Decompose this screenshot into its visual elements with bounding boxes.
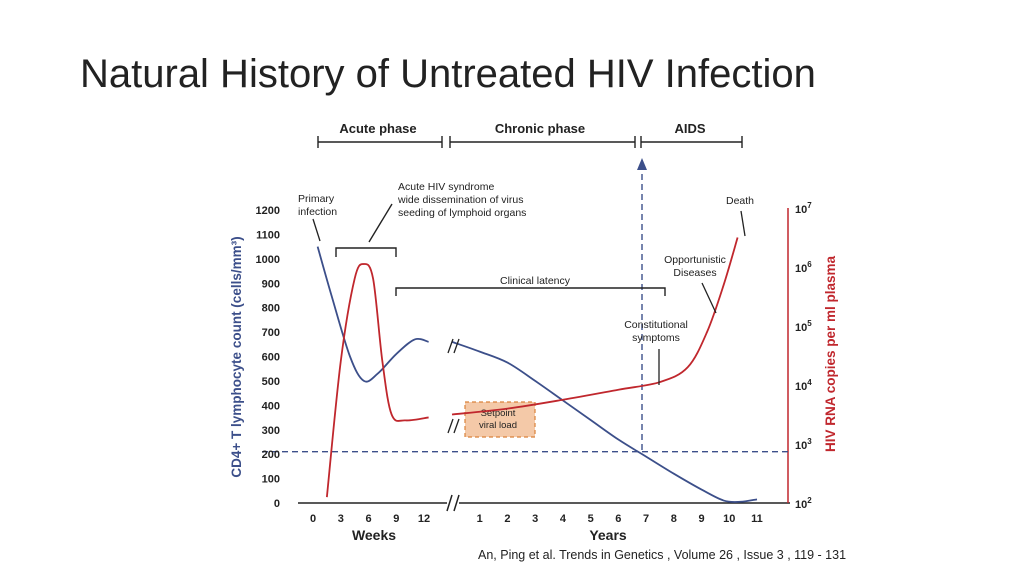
- y-tick-right-label: 106: [795, 260, 812, 275]
- phase-label-aids: AIDS: [674, 121, 705, 136]
- primary-infection-label-2: infection: [298, 206, 337, 218]
- acute-syndrome-bracket: [335, 247, 397, 257]
- setpoint-label-1: Setpoint: [481, 408, 516, 419]
- x-tick-years-label: 11: [751, 513, 763, 525]
- acute-syndrome-label-1: Acute HIV syndrome: [398, 181, 494, 193]
- y-label-right: HIV RNA copies per ml plasma: [823, 255, 838, 452]
- acute-syndrome-label-2: wide dissemination of virus: [397, 194, 523, 206]
- y-tick-left-label: 100: [262, 474, 280, 486]
- x-tick-weeks-label: 12: [418, 513, 430, 525]
- rna-curve-break: [447, 418, 460, 434]
- y-tick-left-label: 500: [262, 376, 280, 388]
- opportunistic-pointer: [701, 282, 717, 314]
- hiv-rna-line: [325, 237, 739, 498]
- x-tick-years-label: 3: [532, 513, 538, 525]
- y-tick-left-label: 0: [274, 498, 280, 510]
- x-axis-break: [446, 494, 460, 512]
- x-tick-years-label: 7: [643, 513, 649, 525]
- death-label: Death: [726, 195, 754, 207]
- y-tick-left-label: 1100: [256, 229, 280, 241]
- acute-syndrome-pointer: [368, 203, 393, 243]
- y-tick-right-label: 103: [795, 437, 812, 452]
- constitutional-label-1: Constitutional: [624, 319, 688, 331]
- x-tick-years-label: 10: [723, 513, 735, 525]
- y-tick-left-label: 300: [262, 425, 280, 437]
- y-tick-left-label: 1000: [256, 254, 280, 266]
- y-tick-left-label: 900: [262, 278, 280, 290]
- y-tick-right-label: 105: [795, 319, 812, 334]
- x-ticks: 0 3 6 9 12 1 2 3 4 5 6 7 8 9 10 11: [310, 513, 763, 525]
- y-tick-left-label: 400: [262, 400, 280, 412]
- y-ticks-right: 102 103 104 105 106 107: [795, 201, 812, 511]
- setpoint-label-2: viral load: [479, 420, 517, 431]
- opportunistic-label-1: Opportunistic: [664, 254, 726, 266]
- y-tick-left-label: 600: [262, 352, 280, 364]
- phase-label-acute: Acute phase: [339, 121, 416, 136]
- x-tick-weeks-label: 9: [393, 513, 399, 525]
- phase-label-chronic: Chronic phase: [495, 121, 585, 136]
- y-tick-left-label: 800: [262, 303, 280, 315]
- x-label-years: Years: [589, 527, 627, 543]
- primary-infection-pointer: [312, 218, 321, 242]
- x-tick-years-label: 4: [560, 513, 567, 525]
- slide-title: Natural History of Untreated HIV Infecti…: [80, 52, 816, 96]
- x-label-weeks: Weeks: [352, 527, 396, 543]
- y-tick-right-label: 102: [795, 496, 812, 511]
- y-tick-left-label: 200: [262, 449, 280, 461]
- citation: An, Ping et al. Trends in Genetics , Vol…: [478, 548, 847, 562]
- y-tick-right-label: 107: [795, 201, 812, 216]
- y-tick-right-label: 104: [795, 378, 812, 393]
- y-ticks-left: 0 100 200 300 400 500 600 700 800 900 1000 1100 1200: [256, 205, 280, 510]
- x-tick-years-label: 6: [615, 513, 621, 525]
- phase-bars: [317, 136, 743, 148]
- constitutional-label-2: symptoms: [632, 332, 680, 344]
- x-tick-years-label: 5: [588, 513, 594, 525]
- x-tick-weeks-label: 0: [310, 513, 316, 525]
- clinical-latency-label: Clinical latency: [500, 275, 571, 287]
- cd4-count-line: [316, 246, 758, 503]
- acute-syndrome-label-3: seeding of lymphoid organs: [398, 207, 526, 219]
- y-tick-left-label: 700: [262, 327, 280, 339]
- x-tick-years-label: 9: [698, 513, 704, 525]
- y-tick-left-label: 1200: [256, 205, 280, 217]
- x-tick-weeks-label: 6: [365, 513, 371, 525]
- x-tick-weeks-label: 3: [338, 513, 344, 525]
- opportunistic-label-2: Diseases: [673, 267, 716, 279]
- setpoint-box: [464, 401, 536, 438]
- clinical-latency-bracket: [395, 287, 666, 296]
- cd4-curve-break: [447, 338, 460, 354]
- aids-arrow-head: [637, 158, 647, 170]
- x-tick-years-label: 1: [477, 513, 483, 525]
- x-tick-years-label: 8: [671, 513, 677, 525]
- y-label-left: CD4+ T lymphocyte count (cells/mm³): [229, 236, 244, 477]
- death-pointer: [740, 210, 746, 237]
- primary-infection-label-1: Primary: [298, 193, 335, 205]
- x-tick-years-label: 2: [504, 513, 510, 525]
